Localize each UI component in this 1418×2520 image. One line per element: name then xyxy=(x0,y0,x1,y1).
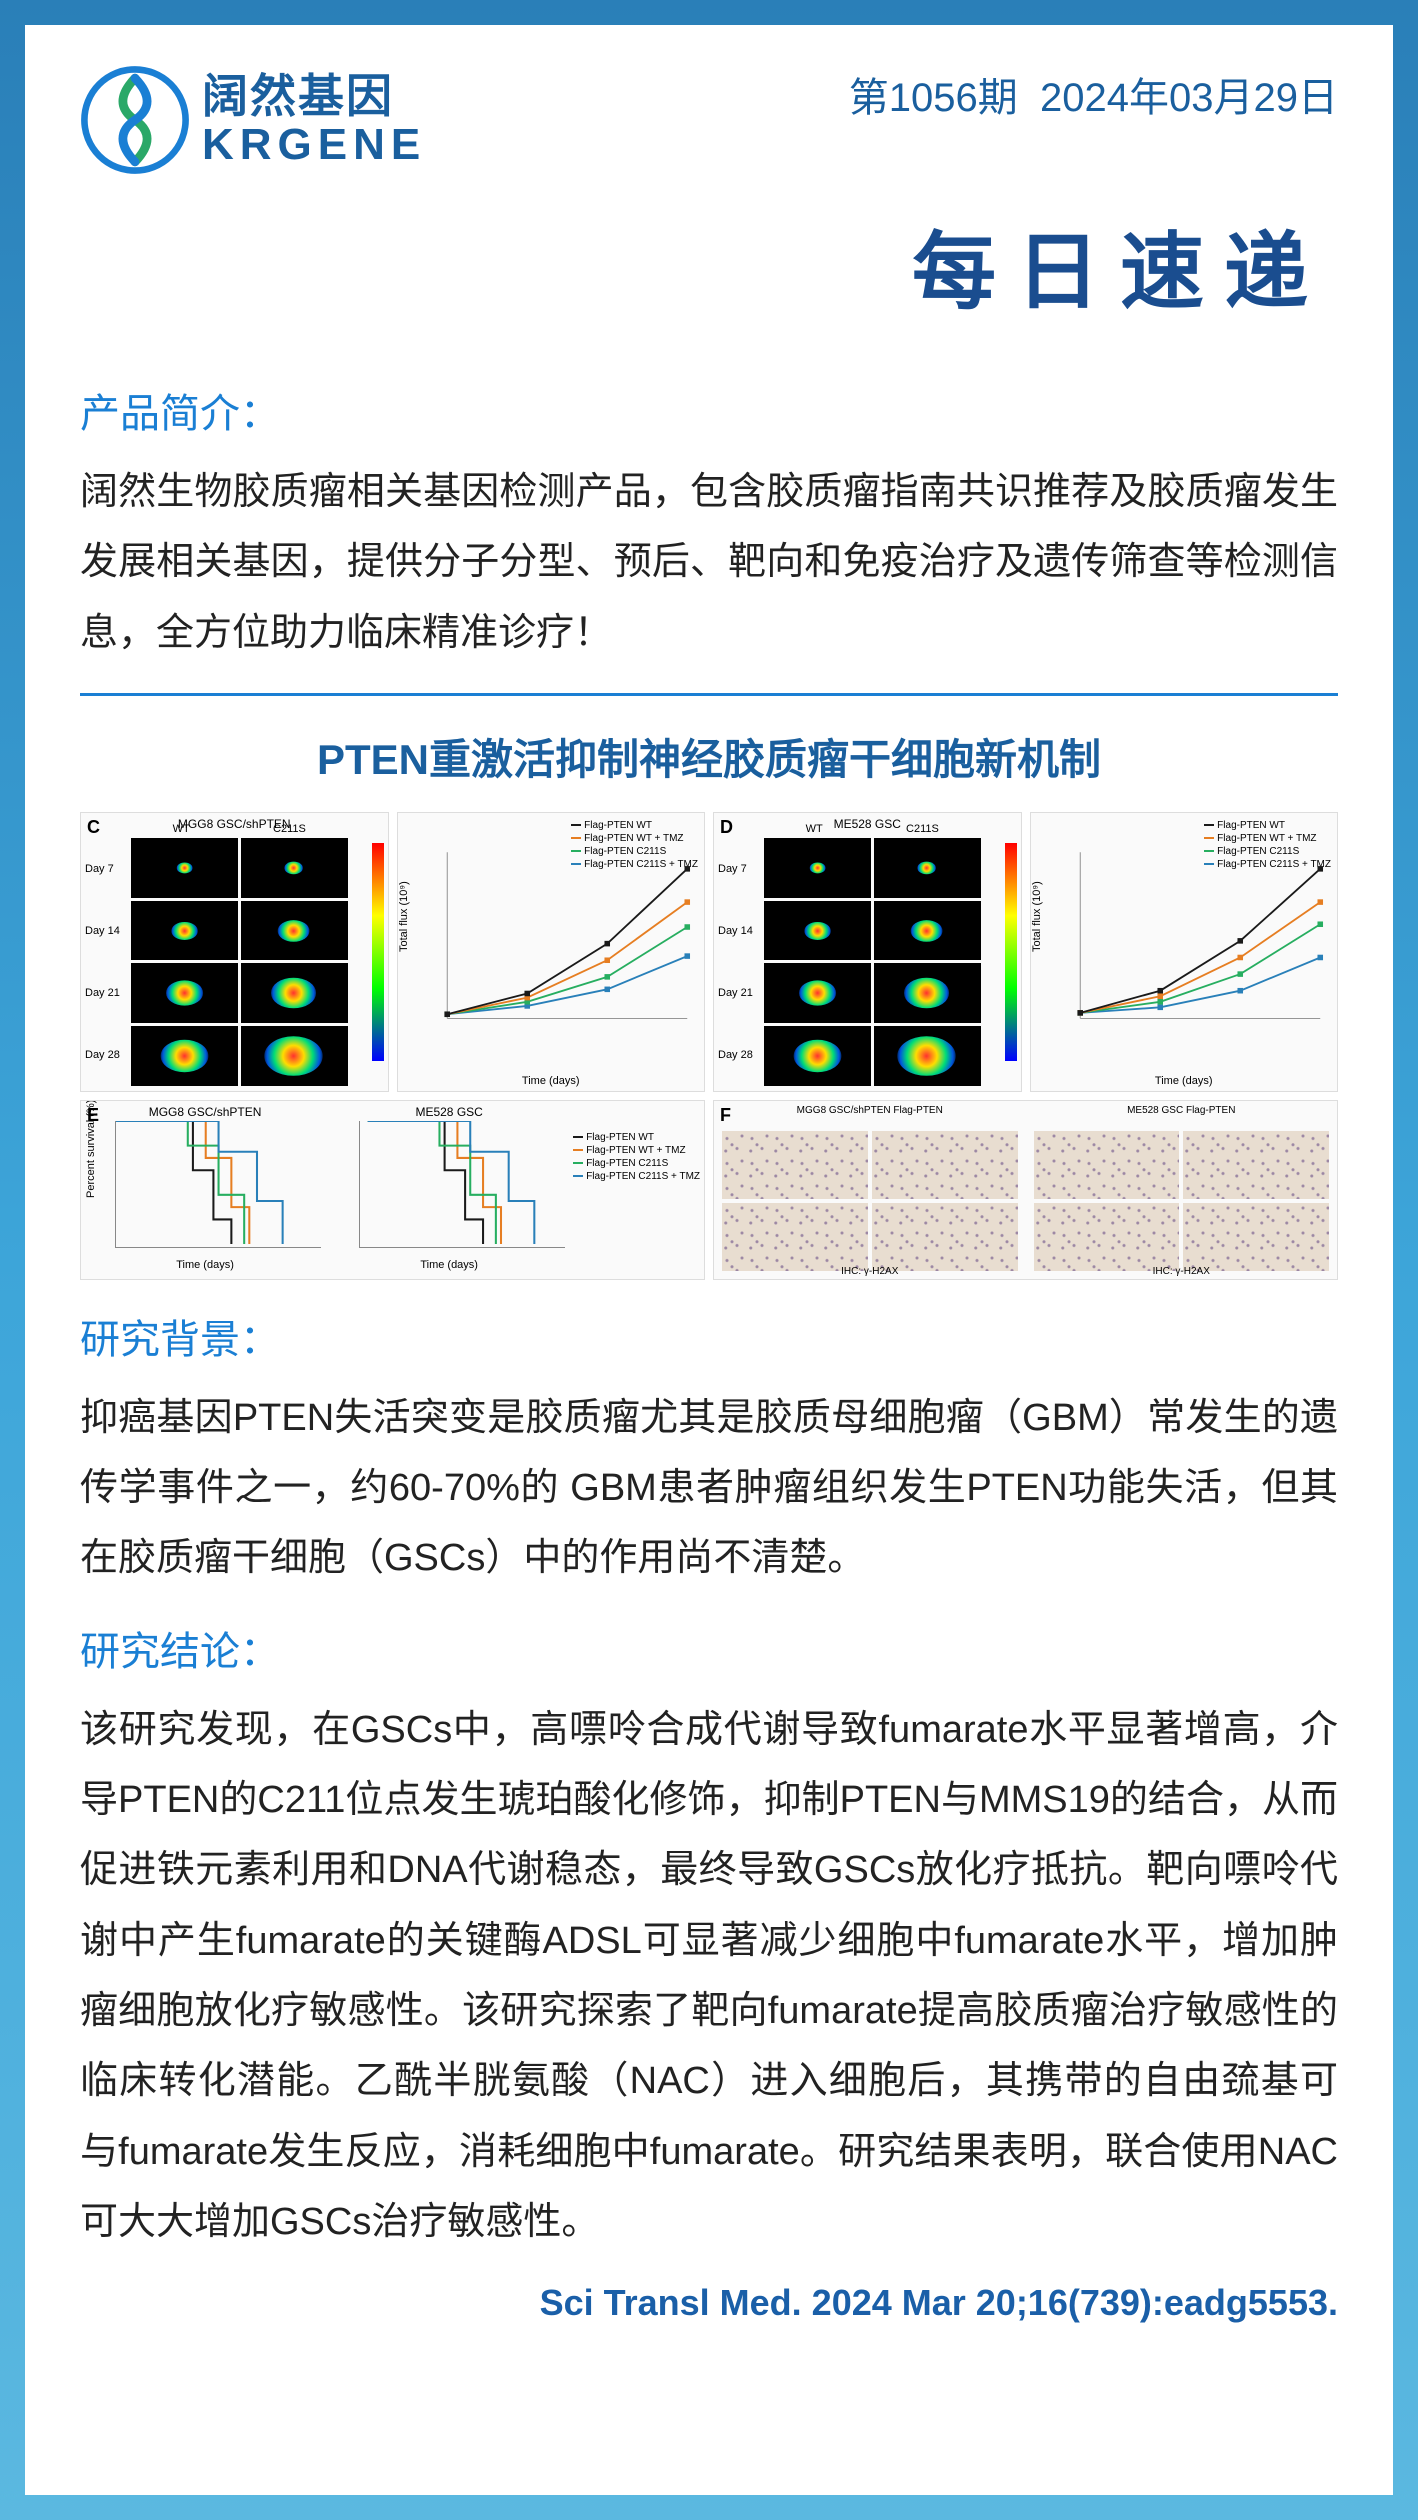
col-c211s-d: C211S xyxy=(906,823,939,835)
panel-e: E MGG8 GSC/shPTEN Percent survival (%) T… xyxy=(80,1100,705,1280)
logo-icon xyxy=(80,65,190,175)
background-label: 研究背景： xyxy=(80,1307,1338,1365)
chart-d-svg xyxy=(1071,843,1329,1028)
biolum-grid-c xyxy=(131,838,348,1086)
logo-text: 阔然基因 KRGENE xyxy=(202,71,426,170)
conclusion-text: 该研究发现，在GSCs中，高嘌呤合成代谢导致fumarate水平显著增高，介导P… xyxy=(80,1695,1338,2257)
intro-label: 产品简介： xyxy=(80,381,1338,439)
divider xyxy=(80,693,1338,696)
citation: Sci Transl Med. 2024 Mar 20;16(739):eadg… xyxy=(80,2282,1338,2324)
xlabel-c: Time (days) xyxy=(522,1075,580,1087)
radiance-bar-d xyxy=(1005,843,1017,1061)
panel-c-images: C MGG8 GSC/shPTEN WT C211S Day 7 Day 14 … xyxy=(80,812,389,1092)
logo: 阔然基因 KRGENE xyxy=(80,65,426,175)
col-c211s: C211S xyxy=(273,823,306,835)
panel-d-cols: WT C211S xyxy=(764,823,981,835)
date-day: 29 xyxy=(1254,76,1299,120)
ihc-title-2: ME528 GSC Flag-PTEN xyxy=(1127,1105,1235,1116)
radiance-bar-c xyxy=(372,843,384,1061)
surv-ylabel: Percent survival (%) xyxy=(85,1100,97,1198)
ihc-label-1: IHC: γ-H2AX xyxy=(841,1266,898,1277)
day-7-d: Day 7 xyxy=(718,863,753,875)
survival-2 xyxy=(360,1121,565,1244)
article-title: PTEN重激活抑制神经胶质瘤干细胞新机制 xyxy=(80,726,1338,787)
col-wt: WT xyxy=(173,823,190,835)
ylabel-d: Total flux (10⁹) xyxy=(1031,881,1043,952)
issue-prefix: 第 xyxy=(849,76,889,120)
legend-e: Flag-PTEN WTFlag-PTEN WT + TMZFlag-PTEN … xyxy=(573,1131,700,1280)
survival-1 xyxy=(116,1121,321,1244)
day-14: Day 14 xyxy=(85,925,120,937)
ihc-label-2: IHC: γ-H2AX xyxy=(1153,1266,1210,1277)
panel-d-days: Day 7 Day 14 Day 21 Day 28 xyxy=(718,838,753,1086)
day-7: Day 7 xyxy=(85,863,120,875)
surv-xlabel-1: Time (days) xyxy=(176,1259,234,1271)
day-28: Day 28 xyxy=(85,1049,120,1061)
background-text: 抑癌基因PTEN失活突变是胶质瘤尤其是胶质母细胞瘤（GBM）常发生的遗传学事件之… xyxy=(80,1383,1338,1594)
day-28-d: Day 28 xyxy=(718,1049,753,1061)
ihc-grid-2 xyxy=(1034,1131,1330,1271)
chart-c-svg xyxy=(438,843,696,1028)
issue-number: 1056 xyxy=(889,76,978,120)
logo-en: KRGENE xyxy=(202,121,426,169)
issue-date: 第1056期 2024年03月29日 xyxy=(849,65,1338,123)
day-21-d: Day 21 xyxy=(718,987,753,999)
panel-c-chart: Flag-PTEN WTFlag-PTEN WT + TMZFlag-PTEN … xyxy=(397,812,706,1092)
main-title: 每日速递 xyxy=(80,205,1328,326)
day-21: Day 21 xyxy=(85,987,120,999)
date-month: 03 xyxy=(1169,76,1214,120)
header: 阔然基因 KRGENE 第1056期 2024年03月29日 xyxy=(80,65,1338,175)
col-wt-d: WT xyxy=(806,823,823,835)
figure: C MGG8 GSC/shPTEN WT C211S Day 7 Day 14 … xyxy=(80,812,1338,1272)
year-suffix: 年 xyxy=(1129,76,1169,120)
intro-text: 阔然生物胶质瘤相关基因检测产品，包含胶质瘤指南共识推荐及胶质瘤发生发展相关基因，… xyxy=(80,457,1338,668)
day-14-d: Day 14 xyxy=(718,925,753,937)
panel-f: F MGG8 GSC/shPTEN Flag-PTEN IHC: γ-H2AX … xyxy=(713,1100,1338,1280)
ylabel-c: Total flux (10⁹) xyxy=(398,881,410,952)
panel-c-label: C xyxy=(87,817,100,838)
ihc-grid-1 xyxy=(722,1131,1018,1271)
date-year: 2024 xyxy=(1040,76,1129,120)
day-suffix: 日 xyxy=(1298,76,1338,120)
xlabel-d: Time (days) xyxy=(1155,1075,1213,1087)
panel-c-cols: WT C211S xyxy=(131,823,348,835)
panel-d-label: D xyxy=(720,817,733,838)
month-suffix: 月 xyxy=(1214,76,1254,120)
page-container: 阔然基因 KRGENE 第1056期 2024年03月29日 每日速递 产品简介… xyxy=(25,25,1393,2495)
biolum-grid-d xyxy=(764,838,981,1086)
panel-d-images: D ME528 GSC WT C211S Day 7 Day 14 Day 21… xyxy=(713,812,1022,1092)
surv-xlabel-2: Time (days) xyxy=(420,1259,478,1271)
conclusion-label: 研究结论： xyxy=(80,1619,1338,1677)
panel-d-chart: Flag-PTEN WTFlag-PTEN WT + TMZFlag-PTEN … xyxy=(1030,812,1339,1092)
surv-title-2: ME528 GSC xyxy=(415,1105,482,1119)
surv-title-1: MGG8 GSC/shPTEN xyxy=(149,1105,262,1119)
panel-c-days: Day 7 Day 14 Day 21 Day 28 xyxy=(85,838,120,1086)
ihc-title-1: MGG8 GSC/shPTEN Flag-PTEN xyxy=(797,1105,943,1116)
logo-cn: 阔然基因 xyxy=(202,71,426,122)
issue-suffix: 期 xyxy=(978,76,1018,120)
